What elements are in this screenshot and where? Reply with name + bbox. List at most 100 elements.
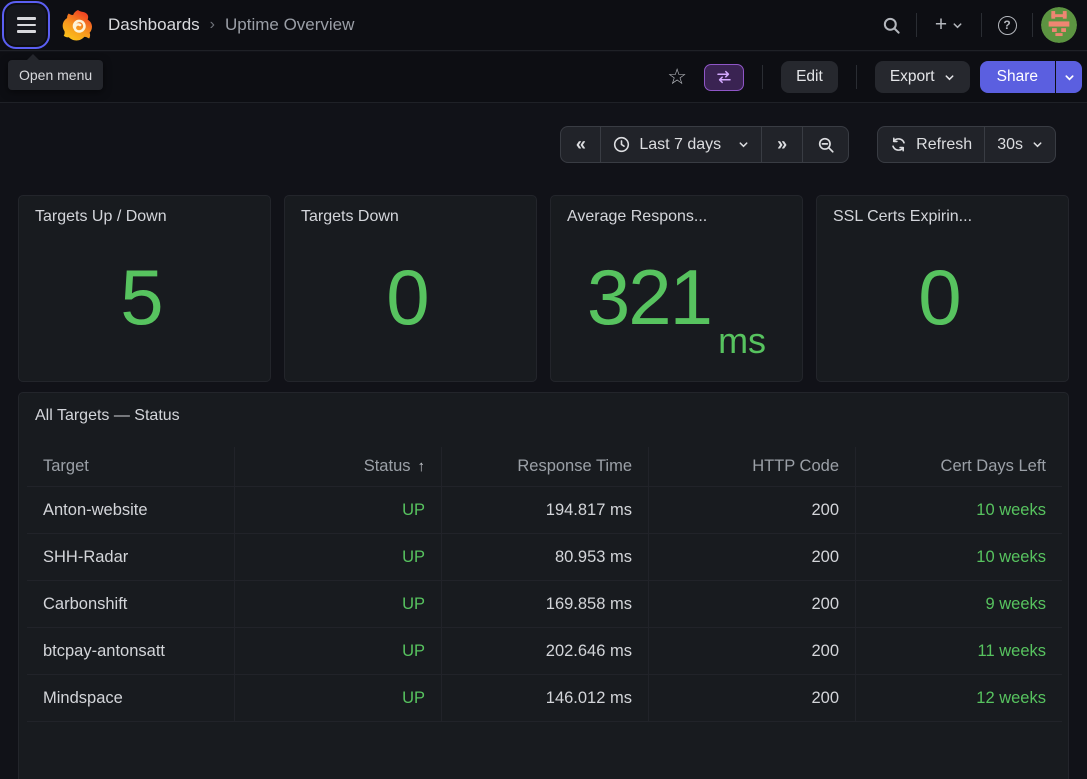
plus-icon: + <box>934 13 948 36</box>
time-range-picker[interactable]: Last 7 days <box>601 126 763 163</box>
stat-panel-average-response[interactable]: Average Respons... 321 ms <box>550 195 803 382</box>
time-picker-group: « Last 7 days » <box>560 126 850 163</box>
zoom-out-icon <box>818 137 834 153</box>
stat-value: 0 <box>386 252 429 341</box>
cell-http-code: 200 <box>648 675 855 722</box>
chevron-right-icon: › <box>209 16 215 33</box>
refresh-label: Refresh <box>916 135 973 153</box>
cell-status: UP <box>234 581 441 628</box>
table-header-row: Target Status ↑ Response Time HTTP Code … <box>27 447 1062 487</box>
time-shift-forward-button[interactable]: » <box>762 126 804 163</box>
open-menu-tooltip: Open menu <box>8 54 104 90</box>
divider <box>981 13 982 37</box>
cell-http-code: 200 <box>648 534 855 581</box>
table-row: SHH-Radar UP 80.953 ms 200 10 weeks <box>27 534 1062 581</box>
grafana-logo[interactable] <box>62 8 94 42</box>
stat-value: 5 <box>120 252 163 341</box>
shared-dashboard-button[interactable] <box>704 63 745 91</box>
cell-cert-days-left: 12 weeks <box>855 675 1062 722</box>
user-profile-button[interactable] <box>1041 7 1077 43</box>
panel-title: All Targets — Status <box>35 407 180 424</box>
refresh-interval-picker[interactable]: 30s <box>985 126 1056 163</box>
avatar <box>1041 7 1077 43</box>
share-menu-button[interactable] <box>1055 61 1082 93</box>
new-button[interactable]: + <box>925 8 973 42</box>
share-label: Share <box>996 68 1038 85</box>
refresh-button[interactable]: Refresh <box>877 126 986 163</box>
cell-status: UP <box>234 534 441 581</box>
cell-cert-days-left: 11 weeks <box>855 628 1062 675</box>
cell-http-code: 200 <box>648 628 855 675</box>
stat-panel-ssl-certs-expiring[interactable]: SSL Certs Expirin... 0 <box>816 195 1069 382</box>
divider <box>855 65 857 89</box>
open-menu-button[interactable] <box>2 1 50 49</box>
time-shift-back-button[interactable]: « <box>560 126 602 163</box>
hamburger-icon <box>16 17 36 20</box>
dashboard-canvas: « Last 7 days » Refre <box>0 104 1087 779</box>
stat-panel-row: Targets Up / Down 5 Targets Down 0 Avera… <box>18 195 1069 382</box>
share-split-button: Share <box>979 61 1082 93</box>
chevron-down-icon <box>1064 74 1074 81</box>
breadcrumb-current-page[interactable]: Uptime Overview <box>225 15 355 34</box>
panel-title: Targets Down <box>301 208 399 225</box>
divider <box>1032 13 1033 37</box>
help-button[interactable]: ? <box>990 8 1024 42</box>
breadcrumb-dashboards[interactable]: Dashboards <box>108 15 200 34</box>
stat-panel-targets-down[interactable]: Targets Down 0 <box>284 195 537 382</box>
cell-response-time: 169.858 ms <box>441 581 648 628</box>
chevron-down-icon <box>953 22 962 28</box>
sort-ascending-icon: ↑ <box>417 458 426 475</box>
column-header-http-code[interactable]: HTTP Code <box>648 447 855 487</box>
chevron-down-icon <box>945 74 954 80</box>
topnav-actions: + ? <box>874 7 1077 43</box>
refresh-interval-label: 30s <box>997 135 1023 153</box>
clock-icon <box>614 136 630 153</box>
cell-target: Mindspace <box>27 675 234 722</box>
cell-target: Anton-website <box>27 487 234 534</box>
stat-unit: ms <box>718 320 767 361</box>
table-row: Anton-website UP 194.817 ms 200 10 weeks <box>27 487 1062 534</box>
divider <box>916 13 917 37</box>
breadcrumb: Dashboards › Uptime Overview <box>108 15 354 35</box>
double-chevron-right-icon: » <box>777 134 788 154</box>
panel-title: Targets Up / Down <box>35 208 167 225</box>
edit-label: Edit <box>796 68 823 85</box>
column-header-response-time[interactable]: Response Time <box>441 447 648 487</box>
stat-value-wrap: 321 ms <box>551 226 802 381</box>
panel-title: SSL Certs Expirin... <box>833 208 973 225</box>
export-button[interactable]: Export <box>874 61 970 93</box>
favorite-star-button[interactable]: ☆ <box>660 60 694 94</box>
stat-panel-targets-up-down[interactable]: Targets Up / Down 5 <box>18 195 271 382</box>
stat-value: 0 <box>918 252 961 341</box>
dashboard-toolbar: ☆ Edit Export Share <box>0 52 1087 103</box>
column-header-cert-days-left[interactable]: Cert Days Left <box>855 447 1062 487</box>
table-row: Carbonshift UP 169.858 ms 200 9 weeks <box>27 581 1062 628</box>
stat-value-wrap: 0 <box>817 226 1068 381</box>
chevron-down-icon <box>1033 142 1042 148</box>
cell-http-code: 200 <box>648 581 855 628</box>
column-header-target[interactable]: Target <box>27 447 234 487</box>
chevron-down-icon <box>739 142 748 148</box>
edit-button[interactable]: Edit <box>781 61 838 93</box>
time-controls: « Last 7 days » Refre <box>560 126 1056 163</box>
zoom-out-time-button[interactable] <box>803 126 850 163</box>
refresh-group: Refresh 30s <box>877 126 1056 163</box>
export-label: Export <box>889 68 935 85</box>
targets-table: Target Status ↑ Response Time HTTP Code … <box>27 447 1062 722</box>
panel-title: Average Respons... <box>567 208 708 225</box>
cell-cert-days-left: 10 weeks <box>855 534 1062 581</box>
cell-cert-days-left: 9 weeks <box>855 581 1062 628</box>
time-range-label: Last 7 days <box>639 135 722 153</box>
share-button[interactable]: Share <box>979 61 1055 93</box>
all-targets-status-panel: All Targets — Status Target Status ↑ Res… <box>18 392 1069 779</box>
divider <box>762 65 764 89</box>
column-header-status[interactable]: Status ↑ <box>234 447 441 487</box>
cell-cert-days-left: 10 weeks <box>855 487 1062 534</box>
cell-status: UP <box>234 675 441 722</box>
search-button[interactable] <box>874 8 908 42</box>
top-navigation-bar: Dashboards › Uptime Overview + ? <box>0 0 1087 51</box>
double-chevron-left-icon: « <box>575 134 586 154</box>
cell-status: UP <box>234 628 441 675</box>
cell-response-time: 146.012 ms <box>441 675 648 722</box>
search-icon <box>883 17 900 34</box>
